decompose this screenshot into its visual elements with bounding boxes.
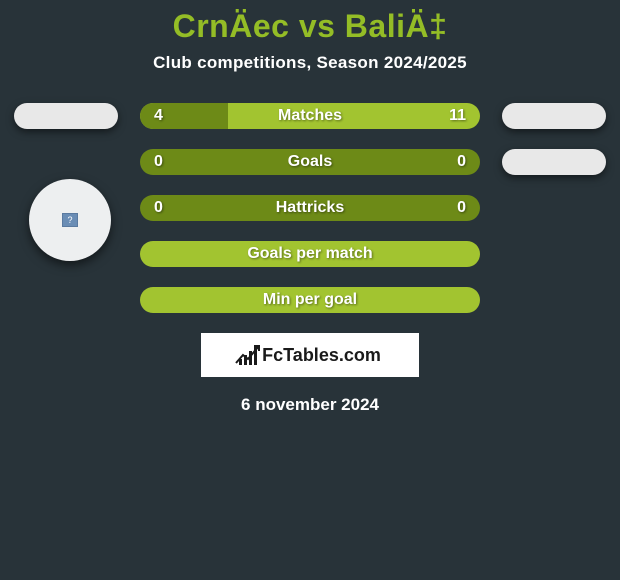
logo-bars-icon <box>239 345 257 365</box>
stat-row: 0Goals0 <box>0 149 620 175</box>
page-title: CrnÄec vs BaliÄ‡ <box>0 8 620 45</box>
left-oval <box>14 103 118 129</box>
right-oval <box>502 149 606 175</box>
right-slot <box>498 149 610 175</box>
placeholder-icon <box>62 213 78 227</box>
left-slot <box>10 103 122 129</box>
footer-date: 6 november 2024 <box>0 395 620 415</box>
stat-bar: 0Goals0 <box>140 149 480 175</box>
stat-label: Min per goal <box>140 291 480 309</box>
stat-bar: Min per goal <box>140 287 480 313</box>
right-oval <box>502 103 606 129</box>
stat-bar: 0Hattricks0 <box>140 195 480 221</box>
right-slot <box>498 103 610 129</box>
logo-box[interactable]: FcTables.com <box>201 333 419 377</box>
logo-text: FcTables.com <box>262 345 381 366</box>
stat-row: Min per goal <box>0 287 620 313</box>
stat-label: Matches <box>140 107 480 125</box>
stat-label: Goals per match <box>140 245 480 263</box>
stat-bar: 411Matches <box>140 103 480 129</box>
stat-label: Hattricks <box>140 199 480 217</box>
stat-bar: Goals per match <box>140 241 480 267</box>
page-subtitle: Club competitions, Season 2024/2025 <box>0 53 620 73</box>
stat-row: 411Matches <box>0 103 620 129</box>
stat-label: Goals <box>140 153 480 171</box>
left-avatar-circle <box>19 177 121 263</box>
